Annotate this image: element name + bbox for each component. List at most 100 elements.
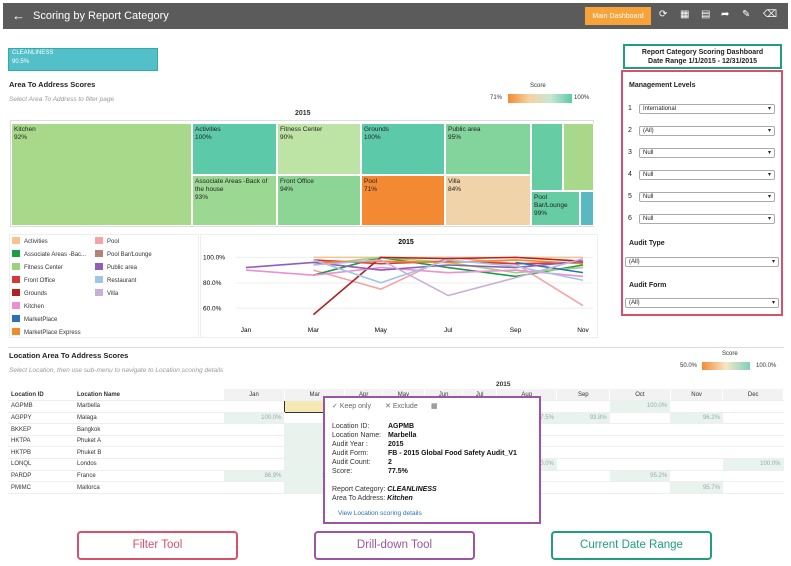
- score-cell[interactable]: [224, 400, 285, 413]
- treemap-cell[interactable]: Grounds 100%: [361, 123, 445, 175]
- legend-item[interactable]: Activities: [12, 237, 48, 245]
- score-cell[interactable]: 100.0%: [609, 400, 671, 413]
- exclude-button[interactable]: ✕ Exclude: [385, 403, 418, 410]
- location-id[interactable]: BKKEP: [8, 423, 74, 436]
- score-cell[interactable]: [722, 412, 784, 425]
- score-cell[interactable]: [224, 481, 285, 494]
- score-cell[interactable]: [556, 400, 610, 413]
- series-line[interactable]: [245, 260, 584, 271]
- legend-item[interactable]: Fitness Center: [12, 263, 63, 271]
- legend-item[interactable]: Kitchen: [12, 302, 44, 310]
- series-line[interactable]: [245, 266, 584, 278]
- score-cell[interactable]: 96.2%: [670, 412, 723, 425]
- score-cell[interactable]: [609, 446, 671, 460]
- view-location-details-link[interactable]: View Location scoring details: [338, 510, 422, 517]
- score-cell[interactable]: [556, 458, 610, 471]
- audit-form-select[interactable]: (All): [625, 298, 779, 308]
- calendar-icon[interactable]: ▦: [680, 9, 690, 20]
- score-cell[interactable]: 93.8%: [556, 412, 610, 425]
- score-cell[interactable]: [224, 435, 285, 448]
- treemap-cell[interactable]: Pool 71%: [361, 175, 445, 226]
- score-cell[interactable]: 100.0%: [722, 458, 784, 471]
- level-select[interactable]: Null: [639, 170, 775, 180]
- location-id[interactable]: HKTPA: [8, 435, 74, 448]
- series-line[interactable]: [313, 257, 584, 297]
- score-cell[interactable]: [670, 400, 723, 413]
- category-banner[interactable]: CLEANLINESS 90.5%: [8, 48, 158, 71]
- share-icon[interactable]: ➦: [721, 9, 730, 20]
- treemap-cell[interactable]: [563, 123, 594, 191]
- location-id[interactable]: PARDP: [8, 470, 74, 483]
- col-location-name[interactable]: Location Name: [74, 389, 224, 402]
- series-line[interactable]: [312, 256, 584, 316]
- score-cell[interactable]: [722, 446, 784, 460]
- legend-item[interactable]: MarketPlace: [12, 315, 57, 323]
- score-cell[interactable]: [224, 423, 285, 436]
- legend-item[interactable]: Pool Bar/Lounge: [95, 250, 152, 258]
- legend-item[interactable]: Public area: [95, 263, 137, 271]
- score-cell[interactable]: [670, 470, 723, 483]
- location-id[interactable]: HKTPB: [8, 446, 74, 460]
- location-name[interactable]: Mallorca: [74, 481, 224, 494]
- score-cell[interactable]: [609, 412, 671, 425]
- location-name[interactable]: Londos: [74, 458, 224, 471]
- location-id[interactable]: PMIMC: [8, 481, 74, 494]
- legend-item[interactable]: Front Office: [12, 276, 55, 284]
- score-cell[interactable]: [722, 470, 784, 483]
- legend-item[interactable]: Grounds: [12, 289, 47, 297]
- score-cell[interactable]: [556, 423, 610, 436]
- treemap-cell[interactable]: Activities 100%: [192, 123, 277, 175]
- score-cell[interactable]: [722, 481, 784, 494]
- score-cell[interactable]: [609, 481, 671, 494]
- legend-item[interactable]: MarketPlace Express: [12, 328, 81, 336]
- score-cell[interactable]: [670, 458, 723, 471]
- score-cell[interactable]: [609, 458, 671, 471]
- document-icon[interactable]: ▤: [701, 9, 711, 20]
- treemap-cell[interactable]: Fitness Center 90%: [277, 123, 361, 175]
- score-cell[interactable]: 86.9%: [224, 470, 285, 483]
- level-select[interactable]: (All): [639, 126, 775, 136]
- location-name[interactable]: France: [74, 470, 224, 483]
- score-cell[interactable]: 95.7%: [670, 481, 723, 494]
- audit-type-select[interactable]: (All): [625, 257, 779, 267]
- keep-only-button[interactable]: ✓ Keep only: [332, 403, 371, 410]
- treemap-cell[interactable]: [531, 123, 563, 191]
- score-cell[interactable]: [670, 446, 723, 460]
- level-select[interactable]: Null: [639, 192, 775, 202]
- treemap-cell[interactable]: [580, 191, 594, 226]
- legend-item[interactable]: Pool: [95, 237, 119, 245]
- level-select[interactable]: Null: [639, 214, 775, 224]
- score-cell[interactable]: [609, 423, 671, 436]
- trash-icon[interactable]: ⌫: [763, 9, 778, 20]
- series-line[interactable]: [313, 259, 584, 265]
- level-select[interactable]: Null: [639, 148, 775, 158]
- col-location-id[interactable]: Location ID: [8, 389, 74, 402]
- treemap-cell[interactable]: Public area 95%: [445, 123, 531, 175]
- score-cell[interactable]: [556, 446, 610, 460]
- treemap-cell[interactable]: Associate Areas -Back of the house 93%: [192, 175, 277, 226]
- score-cell[interactable]: [670, 435, 723, 448]
- treemap-cell[interactable]: Villa 84%: [445, 175, 531, 226]
- score-cell[interactable]: [609, 435, 671, 448]
- level-select[interactable]: International: [639, 104, 775, 114]
- treemap-cell[interactable]: Pool Bar/Lounge 99%: [531, 191, 580, 226]
- score-cell[interactable]: [556, 470, 610, 483]
- score-cell[interactable]: [722, 400, 784, 413]
- score-cell[interactable]: [670, 423, 723, 436]
- location-id[interactable]: AGPMB: [8, 400, 74, 413]
- back-arrow-icon[interactable]: ←: [12, 8, 25, 23]
- table-row[interactable]: PMIMCMallorca94.6%95.7%: [8, 481, 784, 494]
- location-name[interactable]: Bangkok: [74, 423, 224, 436]
- location-id[interactable]: LONQL: [8, 458, 74, 471]
- score-cell[interactable]: 95.2%: [609, 470, 671, 483]
- location-name[interactable]: Phuket A: [74, 435, 224, 448]
- score-cell[interactable]: 100.0%: [224, 412, 285, 425]
- location-name[interactable]: Malaga: [74, 412, 224, 425]
- legend-item[interactable]: Restaurant: [95, 276, 136, 284]
- score-cell[interactable]: [722, 423, 784, 436]
- treemap-cell[interactable]: Front Office 94%: [277, 175, 361, 226]
- legend-item[interactable]: Associate Areas -Bac...: [12, 250, 86, 258]
- view-data-icon[interactable]: ▦: [431, 403, 438, 410]
- edit-icon[interactable]: ✎: [742, 9, 751, 20]
